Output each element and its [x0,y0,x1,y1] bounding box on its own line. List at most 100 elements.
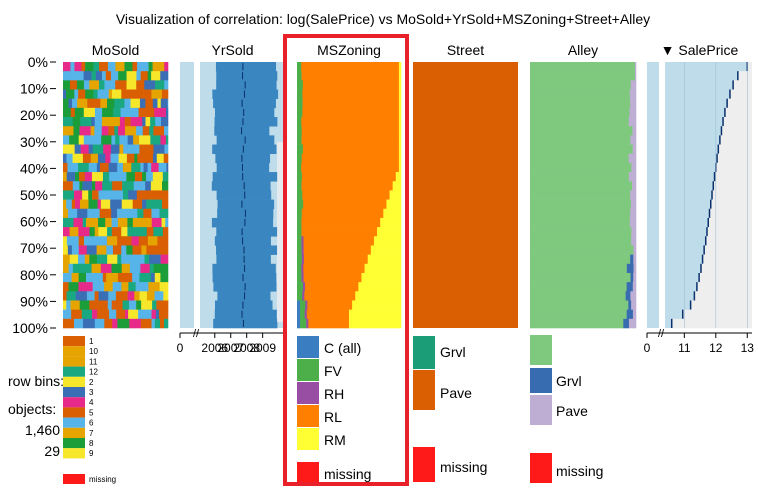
legend-swatch-mszoning [297,405,319,427]
mosold-cell [160,254,169,265]
mosold-cell [121,199,134,210]
legend-swatch-mosold [63,407,85,418]
mosold-cell [151,190,162,200]
mszoning-segment [303,272,362,283]
col-header-yrsold[interactable]: YrSold [211,42,253,58]
mosold-cell [68,282,79,292]
mszoning-segment [301,117,400,127]
mosold-cell [143,162,148,173]
alley-segment [633,245,637,255]
mszoning-segment [349,318,402,329]
mszoning-segment [297,172,303,182]
alley-segment [630,80,637,90]
row-label: 0% [28,54,48,70]
mosold-cell [92,144,104,155]
mszoning-segment [302,89,400,99]
mosold-cell [110,199,123,210]
mszoning-segment [297,153,303,164]
mosold-cell [142,309,149,320]
mosold-cell [123,144,130,155]
saleprice-bar [682,309,752,320]
mosold-cell [165,217,169,228]
mosold-cell [138,217,149,228]
mosold-cell [97,199,102,210]
mosold-cell [129,144,140,155]
mosold-cell [91,181,96,191]
mszoning-segment [297,309,301,320]
yrsold-bar [214,117,278,127]
mosold-cell [162,181,169,191]
mosold-cell [163,291,168,301]
saleprice-bar [718,144,752,155]
mosold-cell [129,300,137,310]
mosold-cell [67,245,73,255]
mszoning-segment [297,181,302,191]
mosold-cell [127,291,135,301]
mosold-cell [142,199,147,210]
mosold-cell [68,98,73,109]
mosold-cell [103,291,109,301]
mosold-cell [71,172,76,182]
mszoning-segment [297,199,304,210]
mosold-cell [117,162,124,173]
mosold-cell [147,309,152,320]
mosold-cell [148,62,153,72]
mosold-cell [160,135,167,145]
mszoning-segment [395,172,402,182]
mosold-cell [106,245,114,255]
mosold-cell [70,107,76,118]
mszoning-segment [301,181,393,191]
mosold-cell [63,309,72,320]
col-header-saleprice[interactable]: ▼ SalePrice [661,42,739,58]
mosold-cell [147,71,152,81]
mosold-cell [141,282,149,292]
mosold-cell [93,208,100,219]
mosold-cell [80,117,92,127]
mosold-cell [93,62,100,72]
mszoning-segment [297,162,302,173]
mosold-cell [128,309,139,320]
mosold-cell [159,309,169,320]
mszoning-segment [297,245,302,255]
mosold-cell [66,300,71,310]
mosold-cell [162,172,168,182]
mosold-cell [107,254,118,265]
mosold-cell [99,80,105,90]
alley-segment [628,318,637,329]
mosold-cell [72,117,81,127]
col-header-street[interactable]: Street [447,42,484,58]
mosold-cell [115,135,120,145]
mszoning-segment [301,71,400,81]
mosold-cell [114,98,118,109]
row-label: 20% [20,107,48,123]
col-header-alley[interactable]: Alley [568,42,598,58]
saleprice-bar [724,107,752,118]
mosold-cell [161,217,166,228]
alley-segment [530,217,631,228]
mosold-cell [142,172,147,182]
mosold-cell [82,153,92,164]
mosold-cell [78,245,88,255]
alley-segment [530,199,632,210]
mszoning-segment [364,263,402,274]
saleprice-bar [717,153,752,164]
mosold-cell [154,272,161,283]
yrsold-bar [212,89,279,99]
mosold-cell [146,144,154,155]
mszoning-segment [304,309,308,320]
mosold-cell [109,190,119,200]
yrsold-bar [217,291,271,301]
mosold-cell [82,190,89,200]
col-header-mosold[interactable]: MoSold [92,42,139,58]
mosold-cell [133,135,140,145]
mosold-cell [157,98,162,109]
alley-segment [632,144,637,155]
mosold-cell [164,80,169,90]
mosold-cell [71,272,79,283]
mosold-cell [103,144,112,155]
mosold-cell [71,309,83,320]
col-header-mszoning[interactable]: MSZoning [317,42,381,58]
saleprice-bar [705,236,752,246]
mosold-cell [69,227,79,237]
mosold-cell [164,126,169,136]
